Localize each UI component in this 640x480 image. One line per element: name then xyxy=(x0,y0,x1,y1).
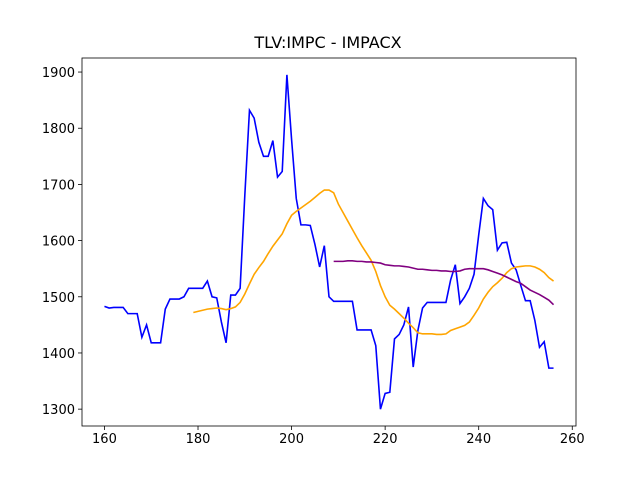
y-tick-label: 1900 xyxy=(42,66,75,81)
x-tick-label: 160 xyxy=(92,432,117,447)
y-tick-label: 1500 xyxy=(42,291,75,306)
y-tick-label: 1300 xyxy=(42,403,75,418)
x-tick-label: 260 xyxy=(560,432,585,447)
series-line xyxy=(104,74,554,410)
y-tick-label: 1700 xyxy=(42,178,75,193)
series-line xyxy=(333,260,555,306)
y-tick-label: 1600 xyxy=(42,235,75,250)
axes-frame xyxy=(81,57,577,427)
x-tick-label: 180 xyxy=(186,432,211,447)
x-tick-label: 220 xyxy=(373,432,398,447)
series-line xyxy=(193,189,555,336)
x-tick-label: 200 xyxy=(279,432,304,447)
x-tick-label: 240 xyxy=(466,432,491,447)
y-tick-label: 1400 xyxy=(42,347,75,362)
y-tick-label: 1800 xyxy=(42,122,75,137)
chart-title: TLV:IMPC - IMPACX xyxy=(253,33,401,52)
